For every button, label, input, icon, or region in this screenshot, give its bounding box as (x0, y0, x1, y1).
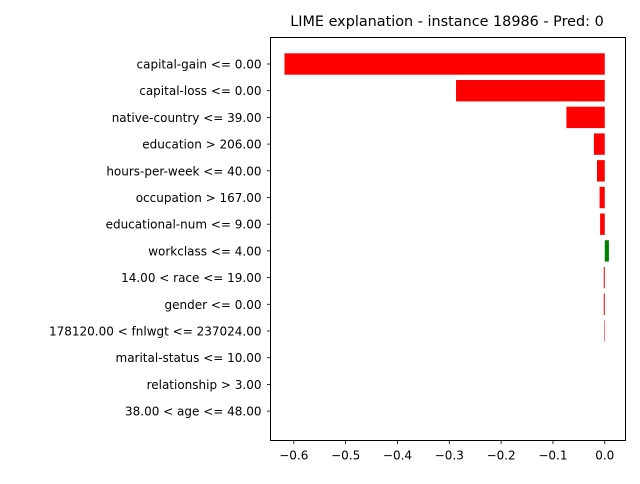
chart-title: LIME explanation - instance 18986 - Pred… (290, 14, 604, 30)
y-tick-label: relationship > 3.00 (147, 378, 262, 392)
bar-2 (566, 106, 605, 129)
bar-0 (284, 53, 605, 75)
bar-7 (604, 240, 609, 262)
y-tick-label: native-country <= 39.00 (112, 111, 262, 125)
bar-4 (596, 160, 605, 182)
y-axis-ticks: capital-gain <= 0.00 capital-loss <= 0.00… (49, 58, 271, 419)
bar-8 (603, 266, 605, 289)
y-tick-label: 14.00 < race <= 19.00 (121, 271, 261, 285)
x-tick-label: −0.2 (487, 449, 516, 463)
bar-6 (600, 213, 605, 235)
bars-layer (284, 53, 609, 342)
bar-5 (599, 186, 605, 209)
y-tick-label: capital-gain <= 0.00 (137, 58, 262, 72)
bar-1 (456, 80, 605, 102)
y-tick-label: hours-per-week <= 40.00 (106, 164, 261, 178)
x-tick-label: 0.0 (595, 449, 614, 463)
y-tick-label: marital-status <= 10.00 (116, 351, 262, 365)
x-tick-label: −0.5 (331, 449, 360, 463)
plot-frame (270, 37, 626, 441)
y-tick-label: educational-num <= 9.00 (106, 218, 262, 232)
y-tick-label: education > 206.00 (142, 138, 261, 152)
bar-3 (593, 133, 605, 155)
x-tick-label: −0.3 (435, 449, 464, 463)
bar-10 (604, 320, 605, 342)
y-tick-label: gender <= 0.00 (165, 298, 262, 312)
x-tick-label: −0.1 (538, 449, 567, 463)
y-tick-label: workclass <= 4.00 (148, 244, 261, 258)
x-tick-label: −0.6 (279, 449, 308, 463)
x-tick-label: −0.4 (383, 449, 412, 463)
y-tick-label: 38.00 < age <= 48.00 (125, 405, 261, 419)
y-tick-label: capital-loss <= 0.00 (139, 84, 261, 98)
bar-9 (603, 293, 605, 315)
y-tick-label: 178120.00 < fnlwgt <= 237024.00 (49, 325, 262, 339)
y-tick-label: occupation > 167.00 (136, 191, 262, 205)
x-axis-ticks: −0.6 −0.5 −0.4 −0.3 −0.2 −0.1 0.0 (279, 440, 614, 463)
